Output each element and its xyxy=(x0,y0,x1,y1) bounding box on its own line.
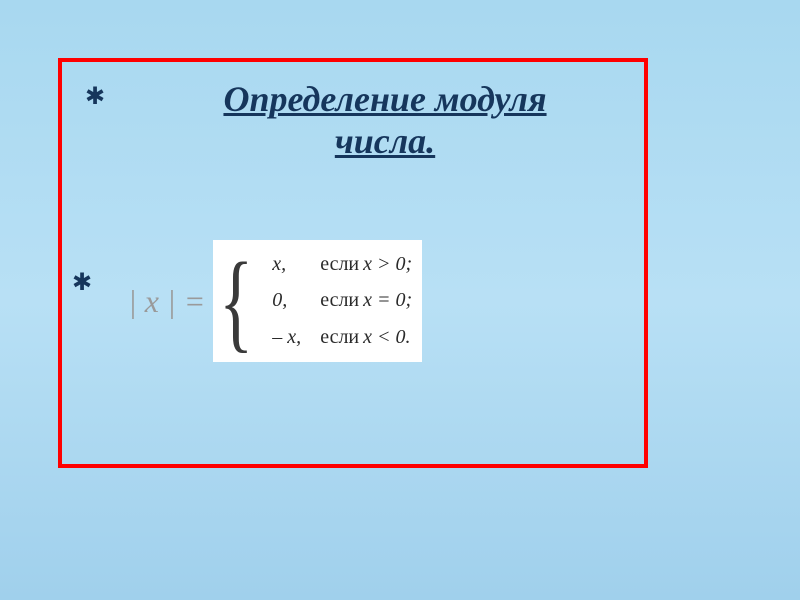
title-line-1: Определение модуля xyxy=(150,78,620,120)
cases-lines: х, если х > 0; 0, если х = 0; – х, если … xyxy=(272,246,412,356)
case-word: если xyxy=(320,253,359,276)
case-word: если xyxy=(320,326,359,349)
case-line-2: 0, если х = 0; xyxy=(272,289,412,312)
bullet-marker-2: ✱ xyxy=(72,268,92,297)
brace-icon: { xyxy=(219,246,253,356)
equation-lhs: | х | = xyxy=(128,283,205,320)
case-line-1: х, если х > 0; xyxy=(272,253,412,276)
case-expr: х = 0; xyxy=(363,289,412,312)
cases-box: { х, если х > 0; 0, если х = 0; – х, есл… xyxy=(213,240,422,362)
bullet-marker-1: ✱ xyxy=(85,82,105,111)
case-line-3: – х, если х < 0. xyxy=(272,326,412,349)
slide-title: Определение модуля числа. xyxy=(150,78,620,162)
case-expr: х < 0. xyxy=(363,326,410,349)
case-value: х, xyxy=(272,253,314,276)
case-value: 0, xyxy=(272,289,314,312)
case-expr: х > 0; xyxy=(363,253,412,276)
title-line-2: числа. xyxy=(150,120,620,162)
case-word: если xyxy=(320,289,359,312)
equation: | х | = { х, если х > 0; 0, если х = 0; … xyxy=(128,240,422,362)
case-value: – х, xyxy=(272,326,314,349)
